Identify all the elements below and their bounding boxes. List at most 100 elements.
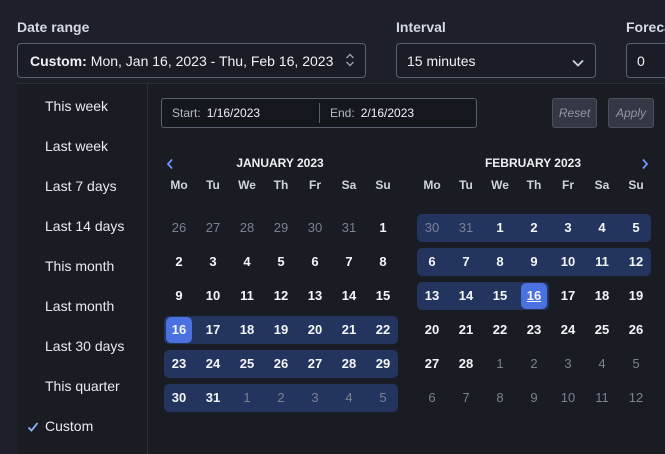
calendar-day[interactable]: 24 xyxy=(205,356,221,371)
calendar-day[interactable]: 1 xyxy=(243,390,251,405)
calendar-day[interactable]: 15 xyxy=(375,288,391,303)
calendar-day[interactable]: 8 xyxy=(496,390,504,405)
calendar-day[interactable]: 1 xyxy=(496,356,504,371)
calendar-day[interactable]: 26 xyxy=(171,220,187,235)
calendar-day[interactable]: 26 xyxy=(628,322,644,337)
calendar-day[interactable]: 27 xyxy=(205,220,221,235)
calendar-day[interactable]: 1 xyxy=(496,220,504,235)
calendar-day[interactable]: 12 xyxy=(628,254,644,269)
calendar-day[interactable]: 4 xyxy=(243,254,251,269)
calendar-day[interactable]: 10 xyxy=(205,288,221,303)
chevron-left-icon[interactable] xyxy=(166,157,174,175)
calendar-day[interactable]: 3 xyxy=(564,220,572,235)
calendar-day[interactable]: 2 xyxy=(530,220,538,235)
calendar-day[interactable]: 7 xyxy=(462,390,470,405)
calendar-day[interactable]: 2 xyxy=(530,356,538,371)
calendar-day[interactable]: 4 xyxy=(598,220,606,235)
calendar-day[interactable]: 17 xyxy=(205,322,221,337)
calendar-day[interactable]: 16 xyxy=(171,322,187,337)
preset-item[interactable]: Last 7 days xyxy=(45,178,117,194)
calendar-day[interactable]: 13 xyxy=(424,288,440,303)
calendar-day[interactable]: 9 xyxy=(530,390,538,405)
reset-button[interactable]: Reset xyxy=(552,98,597,128)
calendar-day[interactable]: 11 xyxy=(240,288,254,303)
calendar-day[interactable]: 17 xyxy=(560,288,576,303)
calendar-day[interactable]: 12 xyxy=(273,288,289,303)
calendar-day[interactable]: 11 xyxy=(595,254,609,269)
date-range-select[interactable]: Custom: Mon, Jan 16, 2023 - Thu, Feb 16,… xyxy=(17,43,366,78)
calendar-day[interactable]: 3 xyxy=(209,254,217,269)
calendar-day[interactable]: 12 xyxy=(628,390,644,405)
calendar-day[interactable]: 30 xyxy=(424,220,440,235)
calendar-day[interactable]: 7 xyxy=(345,254,353,269)
calendar-day[interactable]: 30 xyxy=(171,390,187,405)
chevron-right-icon[interactable] xyxy=(641,157,649,175)
calendar-day[interactable]: 6 xyxy=(428,254,436,269)
calendar-day[interactable]: 14 xyxy=(341,288,357,303)
preset-item[interactable]: This month xyxy=(45,258,115,274)
preset-item[interactable]: This week xyxy=(45,98,109,114)
calendar-day[interactable]: 29 xyxy=(375,356,391,371)
calendar-day[interactable]: 28 xyxy=(341,356,357,371)
calendar-day[interactable]: 22 xyxy=(375,322,391,337)
interval-select[interactable]: 15 minutes xyxy=(396,43,596,78)
calendar-day[interactable]: 5 xyxy=(632,220,640,235)
preset-item[interactable]: Last 30 days xyxy=(45,338,125,354)
calendar-day[interactable]: 11 xyxy=(595,390,609,405)
calendar-day[interactable]: 30 xyxy=(307,220,323,235)
calendar-day[interactable]: 21 xyxy=(458,322,474,337)
calendar-day[interactable]: 18 xyxy=(594,288,610,303)
preset-item[interactable]: Last week xyxy=(45,138,109,154)
calendar-day[interactable]: 25 xyxy=(594,322,610,337)
start-field[interactable]: Start: 1/16/2023 xyxy=(162,103,320,123)
calendar-day[interactable]: 20 xyxy=(307,322,323,337)
calendar-day[interactable]: 28 xyxy=(239,220,255,235)
calendar-day[interactable]: 1 xyxy=(379,220,387,235)
calendar-day[interactable]: 7 xyxy=(462,254,470,269)
calendar-day[interactable]: 9 xyxy=(530,254,538,269)
calendar-day[interactable]: 3 xyxy=(564,356,572,371)
calendar-day[interactable]: 15 xyxy=(492,288,508,303)
calendar-day[interactable]: 9 xyxy=(175,288,183,303)
calendar-day[interactable]: 5 xyxy=(277,254,285,269)
calendar-day[interactable]: 26 xyxy=(273,356,289,371)
calendar-day[interactable]: 10 xyxy=(560,254,576,269)
calendar-day[interactable]: 4 xyxy=(345,390,353,405)
calendar-day[interactable]: 18 xyxy=(239,322,255,337)
calendar-day[interactable]: 3 xyxy=(311,390,319,405)
apply-button[interactable]: Apply xyxy=(608,98,654,128)
calendar-day[interactable]: 5 xyxy=(632,356,640,371)
preset-item[interactable]: Last 14 days xyxy=(45,218,125,234)
calendar-day[interactable]: 31 xyxy=(458,220,474,235)
calendar-day[interactable]: 8 xyxy=(379,254,387,269)
preset-item[interactable]: Last month xyxy=(45,298,115,314)
calendar-day[interactable]: 27 xyxy=(307,356,323,371)
calendar-day[interactable]: 19 xyxy=(273,322,289,337)
calendar-day[interactable]: 27 xyxy=(424,356,440,371)
calendar-day[interactable]: 31 xyxy=(341,220,357,235)
preset-item[interactable]: This quarter xyxy=(45,378,120,394)
calendar-day[interactable]: 4 xyxy=(598,356,606,371)
calendar-day[interactable]: 10 xyxy=(560,390,576,405)
calendar-day[interactable]: 13 xyxy=(307,288,323,303)
calendar-day[interactable]: 14 xyxy=(458,288,474,303)
calendar-day[interactable]: 21 xyxy=(341,322,357,337)
calendar-day[interactable]: 16 xyxy=(526,288,542,303)
calendar-day[interactable]: 20 xyxy=(424,322,440,337)
calendar-day[interactable]: 6 xyxy=(311,254,319,269)
preset-item[interactable]: Custom xyxy=(45,418,94,434)
calendar-day[interactable]: 28 xyxy=(458,356,474,371)
calendar-day[interactable]: 2 xyxy=(277,390,285,405)
calendar-day[interactable]: 6 xyxy=(428,390,436,405)
calendar-day[interactable]: 22 xyxy=(492,322,508,337)
end-field[interactable]: End: 2/16/2023 xyxy=(320,99,414,127)
calendar-day[interactable]: 5 xyxy=(379,390,387,405)
calendar-day[interactable]: 23 xyxy=(526,322,542,337)
calendar-day[interactable]: 23 xyxy=(171,356,187,371)
calendar-day[interactable]: 24 xyxy=(560,322,576,337)
calendar-day[interactable]: 29 xyxy=(273,220,289,235)
calendar-day[interactable]: 31 xyxy=(205,390,221,405)
calendar-day[interactable]: 19 xyxy=(628,288,644,303)
calendar-day[interactable]: 2 xyxy=(175,254,183,269)
forecast-input[interactable]: 0 xyxy=(626,43,665,78)
